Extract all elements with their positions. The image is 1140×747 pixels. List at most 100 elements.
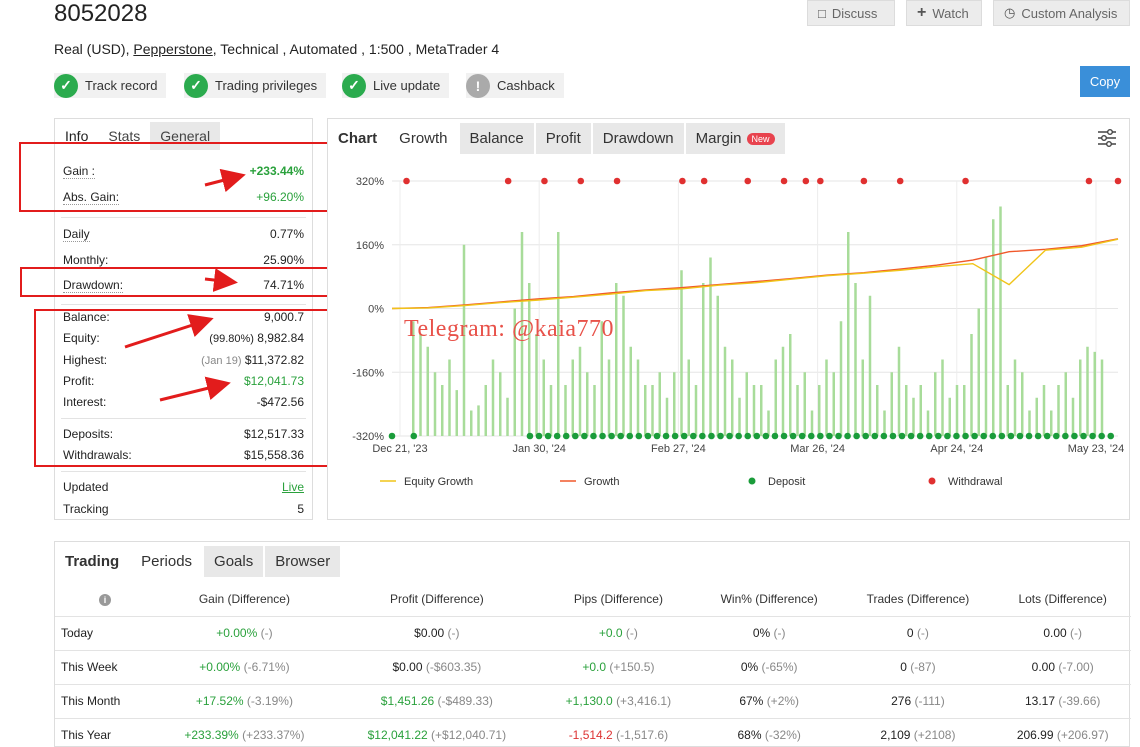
cell-difference: (-) [773, 626, 786, 640]
volume-bar [752, 385, 756, 436]
badge-cashback[interactable]: ! Cashback [466, 73, 564, 98]
volume-bar [810, 410, 814, 436]
cell-value: +0.0 [598, 626, 623, 640]
tab-browser[interactable]: Browser [265, 546, 341, 577]
deposit-dot [608, 432, 615, 440]
withdrawal-dot [962, 177, 969, 185]
deposit-dot [572, 432, 579, 440]
cell-value: Today [61, 626, 94, 640]
cell-value: 0% [740, 660, 759, 674]
deposit-dot [817, 432, 824, 440]
tab-info[interactable]: Info [55, 122, 99, 150]
custom-analysis-button[interactable]: ◷ Custom Analysis [993, 0, 1130, 26]
col-trades[interactable]: Trades (Difference) [841, 582, 995, 617]
sliders-icon[interactable] [1097, 129, 1117, 147]
volume-bar [694, 385, 698, 436]
cell-difference: (-1,517.6) [616, 728, 669, 742]
broker-link[interactable]: Pepperstone [133, 41, 213, 57]
table-cell-trades: 2,109 (+2108) [841, 718, 995, 747]
cell-value: This Year [61, 728, 112, 742]
tab-drawdown[interactable]: Drawdown [592, 123, 684, 154]
table-cell-label: This Week [55, 650, 155, 685]
watermark-text: Telegram: @kaia770 [404, 316, 615, 342]
copy-button[interactable]: Copy [1080, 66, 1130, 97]
tab-profit[interactable]: Profit [535, 123, 591, 154]
volume-bar [781, 346, 785, 436]
cell-value: +0.00% [216, 626, 258, 640]
clock-icon: ◷ [1004, 5, 1016, 20]
tab-goals[interactable]: Goals [204, 546, 264, 577]
badge-track-record[interactable]: ✓ Track record [54, 73, 167, 98]
highest-value: $11,372.82 [244, 353, 304, 367]
deposit-dot [1025, 432, 1033, 440]
col-profit[interactable]: Profit (Difference) [333, 582, 540, 617]
badge-live-update[interactable]: ✓ Live update [342, 73, 450, 98]
discuss-button[interactable]: □ Discuss [807, 0, 895, 26]
table-cell-gain: +0.00% (-6.71%) [155, 650, 334, 685]
deposit-dot [644, 432, 652, 440]
deposit-dot [680, 432, 688, 440]
tab-margin[interactable]: Margin New [685, 123, 785, 154]
cell-value: -1,514.2 [568, 728, 613, 742]
cell-difference: (-111) [914, 694, 945, 708]
deposit-dot [762, 432, 770, 440]
cell-value: +1,130.0 [565, 694, 613, 708]
periods-table: i Gain (Difference) Profit (Difference) … [55, 582, 1131, 747]
tab-stats[interactable]: Stats [108, 128, 141, 144]
y-tick-label: 160% [356, 240, 384, 252]
deposit-dot [553, 432, 561, 440]
volume-bar [1042, 385, 1046, 436]
deposit-dot [989, 432, 997, 440]
deposit-dot [862, 432, 870, 440]
volume-bar [1028, 410, 1031, 436]
deposit-dot [880, 432, 888, 440]
table-cell-lots: 0.00 (-7.00) [994, 650, 1131, 685]
volume-bar [905, 385, 908, 436]
info-icon[interactable]: i [99, 593, 111, 606]
col-win[interactable]: Win% (Difference) [696, 582, 842, 617]
tab-growth[interactable]: Growth [389, 123, 458, 154]
withdrawals-label: Withdrawals: [63, 448, 132, 462]
volume-bar [992, 219, 995, 436]
tracking-label: Tracking [63, 502, 109, 516]
volume-bar [1050, 410, 1053, 436]
deposit-dot [980, 432, 987, 440]
volume-bar [571, 359, 574, 436]
legend-label: Equity Growth [404, 476, 473, 488]
cell-value: +0.00% [199, 660, 241, 674]
cell-value: This Month [61, 694, 121, 708]
withdrawal-dot [744, 177, 752, 185]
tab-periods[interactable]: Periods [131, 546, 203, 577]
volume-bar [883, 410, 886, 436]
legend-label: Withdrawal [948, 476, 1002, 488]
tab-balance[interactable]: Balance [459, 123, 534, 154]
col-lots[interactable]: Lots (Difference) [994, 582, 1131, 617]
table-cell-trades: 0 (-87) [841, 650, 995, 685]
cell-difference: (+2108) [913, 728, 956, 742]
drawdown-row: Drawdown: 74.71% [63, 275, 304, 295]
volume-bar [854, 283, 857, 436]
x-tick-label: Feb 27, '24 [651, 443, 706, 455]
abs-gain-row: Abs. Gain: +96.20% [63, 187, 304, 207]
divider [61, 304, 306, 305]
periods-tabs: Trading Periods Goals Browser [55, 546, 342, 577]
cell-value: 0 [906, 626, 914, 640]
col-gain[interactable]: Gain (Difference) [155, 582, 334, 617]
volume-bar [484, 385, 487, 436]
col-pips[interactable]: Pips (Difference) [539, 582, 697, 617]
withdrawal-dot [504, 177, 512, 185]
cell-difference: (-) [1070, 626, 1083, 640]
volume-bar [462, 244, 466, 436]
deposit-dot [998, 432, 1006, 440]
volume-bar [622, 295, 625, 436]
table-cell-pips: +0.0 (+150.5) [539, 650, 697, 685]
watch-button[interactable]: + Watch [906, 0, 982, 26]
table-row: Today +0.00% (-) $0.00 (-) +0.0 (-) 0% (-) 0 … [55, 616, 1131, 651]
updated-value[interactable]: Live [281, 480, 304, 494]
volume-bar [629, 346, 632, 436]
legend-swatch [928, 477, 936, 485]
tab-general[interactable]: General [150, 122, 221, 150]
badge-trading-privileges[interactable]: ✓ Trading privileges [184, 73, 327, 98]
chart-tabs: Chart Growth Balance Profit Drawdown Mar… [328, 123, 787, 154]
check-icon: ✓ [342, 73, 366, 98]
